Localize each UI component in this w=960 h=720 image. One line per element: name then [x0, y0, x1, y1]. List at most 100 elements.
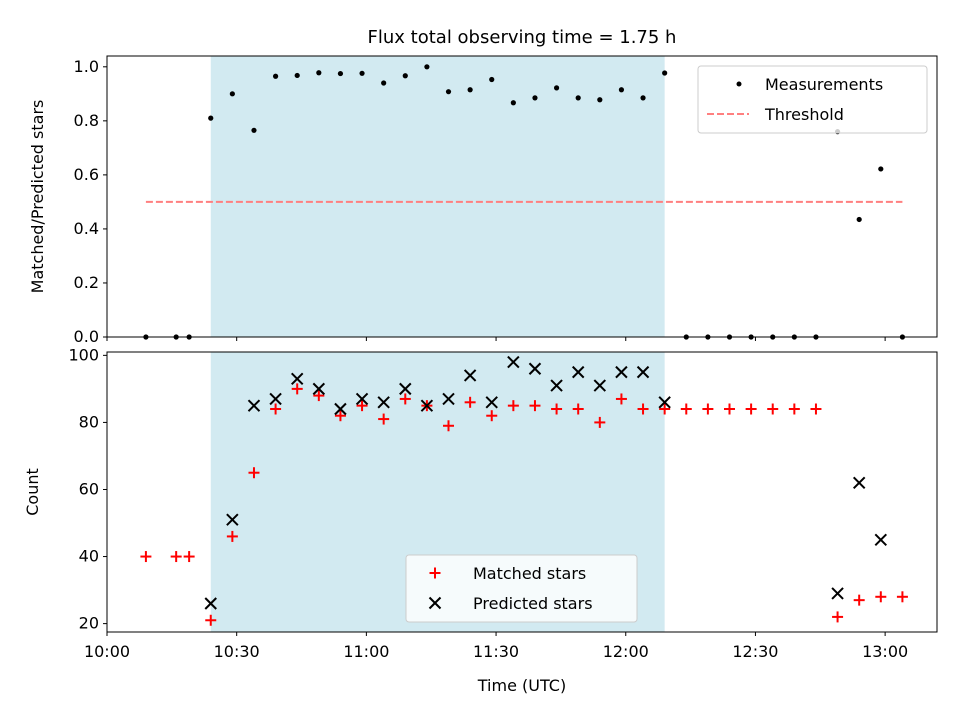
- predicted-star-points: [204, 355, 888, 610]
- measurement-point: [618, 87, 625, 93]
- top-legend: Measurements Threshold: [697, 65, 928, 134]
- top-panel: 0.0 0.2 0.4 0.6 0.8 1.0 Flux total observing …: [28, 27, 938, 346]
- measurement-point: [424, 64, 430, 70]
- matched-star-point: [810, 403, 822, 415]
- bottom-axes-frame: [106, 351, 938, 633]
- bottom-legend-box: [405, 554, 638, 623]
- legend-label-matched-stars: Matched stars: [473, 564, 586, 583]
- matched-star-point: [702, 403, 714, 415]
- cross-b: [874, 533, 888, 546]
- matched-star-point: [572, 403, 584, 415]
- matched-star-point: [507, 400, 519, 412]
- matched-star-point: [788, 403, 800, 415]
- cross-b: [528, 362, 542, 375]
- matched-star-point: [248, 467, 260, 479]
- matched-star-point: [615, 393, 627, 405]
- predicted-star-point: [528, 362, 542, 375]
- matched-star-point: [875, 591, 887, 603]
- predicted-star-point: [312, 382, 326, 396]
- measurement-point: [489, 76, 495, 83]
- matched-star-points: [140, 383, 908, 626]
- measurement-point: [294, 72, 300, 79]
- cross-b: [442, 392, 455, 406]
- matched-star-point: [659, 403, 671, 415]
- measurement-point: [316, 70, 322, 76]
- cross-b: [247, 399, 261, 412]
- legend-cross-mark: [428, 596, 442, 610]
- cross-b: [658, 396, 671, 409]
- cross-b: [269, 392, 282, 406]
- cross-b: [334, 402, 347, 416]
- top-observing-span: [210, 56, 665, 337]
- bottom-axis-ticks: 20 40 60 80 100 10:00 10:30 11:00 11:30 12:00 12:3…: [68, 345, 908, 661]
- bottom-y-tick-label: 40: [79, 547, 99, 566]
- matched-star-point: [551, 403, 563, 415]
- cross-b: [463, 369, 477, 382]
- cross-b: [204, 597, 217, 610]
- measurement-point: [510, 100, 516, 106]
- matched-star-point: [486, 410, 498, 422]
- measurement-point: [359, 70, 365, 76]
- cross-b: [312, 382, 326, 396]
- top-y-tick-label: 1.0: [74, 57, 99, 76]
- matched-star-point: [767, 403, 779, 415]
- measurement-point: [445, 89, 452, 95]
- cross-b: [615, 365, 628, 379]
- matched-star-point: [378, 413, 390, 425]
- cross-b: [593, 379, 607, 392]
- cross-b: [377, 396, 390, 409]
- bottom-x-tick-label: 10:30: [214, 642, 260, 661]
- cross-b: [550, 379, 563, 392]
- matched-star-point: [832, 611, 844, 623]
- measurement-point: [337, 70, 344, 77]
- bottom-panel: 20 40 60 80 100 10:00 10:30 11:00 11:30 12:00 12:3…: [23, 345, 938, 695]
- matched-star-point: [356, 400, 368, 412]
- matched-star-point: [724, 403, 735, 415]
- top-y-tick-label: 0.6: [74, 165, 99, 184]
- predicted-star-point: [636, 365, 650, 379]
- predicted-star-point: [550, 379, 563, 392]
- predicted-star-point: [355, 392, 369, 406]
- measurement-point: [856, 216, 862, 223]
- measurement-point: [381, 80, 387, 86]
- legend-label-predicted-stars: Predicted stars: [473, 594, 593, 613]
- predicted-star-point: [593, 379, 607, 392]
- cross-b: [399, 382, 412, 396]
- legend-plus-icon: [429, 567, 441, 579]
- bottom-y-tick-label: 100: [68, 345, 99, 364]
- matched-star-point: [183, 551, 195, 563]
- predicted-star-point: [377, 396, 390, 409]
- legend-label-threshold: Threshold: [764, 105, 844, 124]
- measurement-point: [597, 97, 603, 103]
- top-y-tick-label: 0.8: [74, 111, 99, 130]
- legend-plus-mark: [429, 567, 441, 579]
- matched-star-point: [170, 551, 182, 563]
- cross-b: [636, 365, 650, 379]
- predicted-star-point: [226, 513, 239, 526]
- predicted-star-point: [507, 355, 520, 369]
- predicted-star-point: [831, 587, 844, 600]
- top-legend-box: [697, 65, 928, 134]
- predicted-star-point: [571, 365, 585, 379]
- measurement-point: [402, 73, 408, 79]
- bottom-y-axis-label: Count: [23, 468, 42, 516]
- top-axis-ticks: 0.0 0.2 0.4 0.6 0.8 1.0: [74, 57, 886, 346]
- matched-star-point: [443, 420, 455, 432]
- bottom-x-tick-label: 11:30: [473, 642, 519, 661]
- cross-b: [355, 392, 369, 406]
- predicted-star-point: [442, 392, 455, 406]
- bottom-y-tick-label: 60: [79, 479, 99, 498]
- matched-star-point: [594, 416, 606, 428]
- cross-b: [226, 513, 239, 526]
- matched-star-point: [680, 403, 692, 415]
- measurement-point: [251, 127, 257, 133]
- top-axes-frame: [106, 55, 938, 338]
- measurement-point: [208, 115, 214, 121]
- cross-b: [291, 372, 304, 386]
- bottom-y-tick-label: 80: [79, 412, 99, 431]
- predicted-star-point: [658, 396, 671, 409]
- bottom-x-tick-label: 11:00: [343, 642, 389, 661]
- matched-star-point: [270, 403, 282, 415]
- cross-b: [571, 365, 585, 379]
